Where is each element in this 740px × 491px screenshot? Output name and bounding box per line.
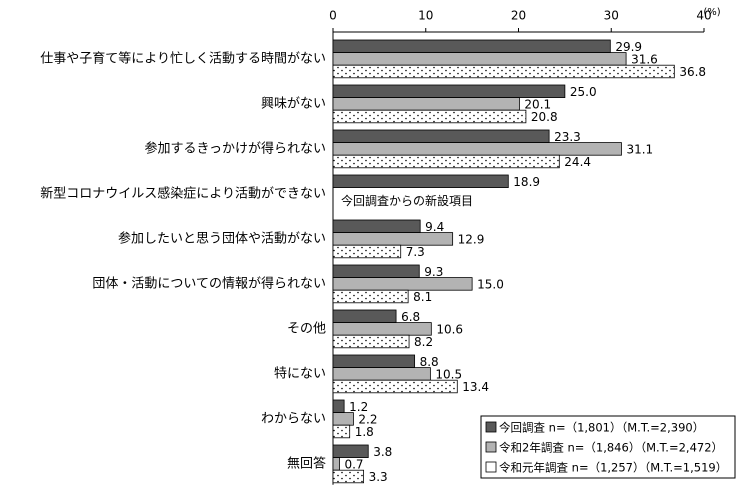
value-label: 1.8 — [355, 425, 374, 439]
value-label: 29.9 — [615, 40, 642, 54]
annotation: 今回調査からの新設項目 — [341, 193, 473, 208]
legend-box — [480, 415, 736, 479]
value-label: 10.5 — [435, 367, 462, 381]
bar — [332, 97, 520, 111]
bar — [332, 232, 454, 246]
bar — [332, 289, 409, 304]
value-label: 20.1 — [524, 97, 551, 111]
bar — [332, 64, 675, 79]
value-label: 3.3 — [369, 470, 388, 484]
bar — [332, 354, 416, 369]
category-label: 無回答 — [287, 455, 326, 471]
value-label: 15.0 — [477, 277, 504, 291]
x-unit: (%) — [703, 7, 720, 18]
category-label: 仕事や子育て等により忙しく活動する時間がない — [40, 50, 326, 66]
value-label: 8.2 — [414, 335, 433, 349]
value-label: 8.1 — [413, 290, 432, 304]
value-label: 24.4 — [564, 155, 591, 169]
legend-label: 令和2年調査 n=（1,846）（M.T.=2,472） — [499, 441, 723, 455]
value-label: 9.3 — [424, 265, 443, 279]
bar — [332, 264, 420, 279]
bar — [332, 277, 473, 291]
value-label: 36.8 — [679, 65, 706, 79]
x-tick-label: 0 — [329, 9, 337, 23]
category-label: 団体・活動についての情報が得られない — [92, 275, 326, 291]
category-label: 参加したいと思う団体や活動がない — [118, 230, 326, 246]
value-label: 8.8 — [420, 355, 439, 369]
value-label: 23.3 — [554, 130, 581, 144]
legend-label: 今回調査 n=（1,801）（M.T.=2,390） — [499, 421, 704, 435]
legend-label: 令和元年調査 n=（1,257）（M.T.=1,519） — [499, 461, 727, 475]
bar — [332, 244, 402, 259]
value-label: 3.8 — [373, 445, 392, 459]
value-label: 0.7 — [344, 457, 363, 471]
value-label: 7.3 — [406, 245, 425, 259]
category-label: その他 — [287, 321, 326, 336]
bar — [332, 52, 627, 66]
category-label: 興味がない — [261, 96, 326, 111]
value-label: 9.4 — [425, 220, 444, 234]
legend-swatch — [485, 441, 497, 453]
value-label: 2.2 — [358, 412, 377, 426]
bar — [332, 457, 340, 471]
category-label: 新型コロナウイルス感染症により活動ができない — [40, 185, 326, 201]
x-tick-label: 10 — [418, 9, 433, 23]
bar — [332, 424, 351, 439]
bar — [332, 219, 421, 234]
bar — [332, 174, 509, 189]
x-tick-label: 40 — [696, 9, 711, 23]
value-label: 20.8 — [531, 110, 558, 124]
value-label: 18.9 — [513, 175, 540, 189]
value-label: 31.1 — [626, 142, 653, 156]
category-label: 参加するきっかけが得られない — [145, 140, 326, 156]
value-label: 1.2 — [349, 400, 368, 414]
category-label: 特にない — [274, 366, 326, 381]
bar — [332, 412, 354, 426]
value-label: 6.8 — [401, 310, 420, 324]
bar — [332, 39, 611, 54]
legend-swatch — [485, 461, 497, 473]
category-label: わからない — [261, 411, 326, 426]
bar — [332, 322, 432, 336]
bar — [332, 129, 550, 144]
bar — [332, 142, 622, 156]
bar — [332, 379, 458, 394]
x-tick-label: 30 — [604, 9, 619, 23]
bar — [332, 84, 566, 99]
bar — [332, 444, 369, 459]
bar — [332, 399, 345, 414]
value-label: 31.6 — [631, 52, 658, 66]
bar — [332, 309, 397, 324]
bar — [332, 469, 365, 484]
value-label: 10.6 — [436, 322, 463, 336]
value-label: 25.0 — [570, 85, 597, 99]
legend-swatch — [485, 421, 497, 433]
bar — [332, 154, 560, 169]
bar — [332, 334, 410, 349]
value-label: 12.9 — [458, 232, 485, 246]
bar — [332, 109, 527, 124]
x-tick-label: 20 — [511, 9, 526, 23]
value-label: 13.4 — [462, 380, 489, 394]
bar — [332, 367, 431, 381]
